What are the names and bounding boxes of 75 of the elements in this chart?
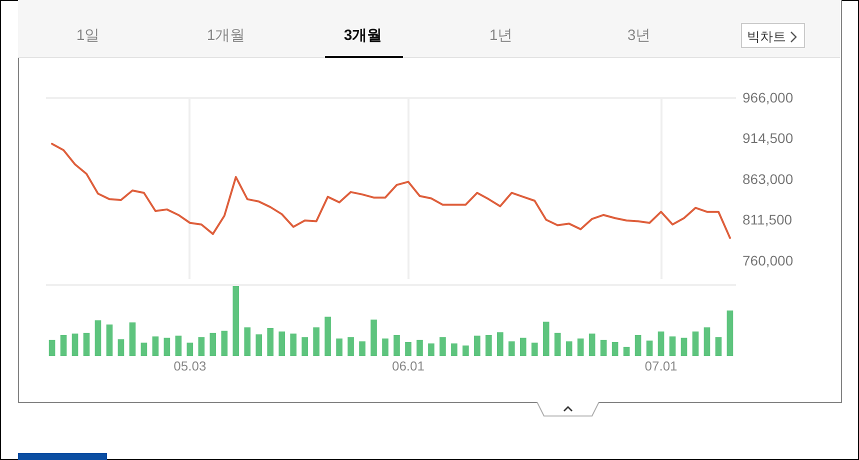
bar xyxy=(164,338,170,356)
bar xyxy=(612,342,618,356)
bar xyxy=(531,342,538,356)
bar xyxy=(588,334,596,356)
bar xyxy=(715,337,722,356)
bar xyxy=(267,328,274,356)
bar xyxy=(336,338,342,356)
bar xyxy=(118,339,124,356)
bar xyxy=(198,337,205,356)
bar xyxy=(600,340,607,356)
text: 3년 xyxy=(627,26,651,45)
bar xyxy=(520,338,526,356)
bar xyxy=(94,320,102,356)
bar xyxy=(634,335,642,356)
bar xyxy=(175,336,182,356)
bar xyxy=(577,338,584,356)
bar xyxy=(474,336,480,356)
bar xyxy=(140,342,148,356)
bar xyxy=(48,340,56,356)
bar xyxy=(210,332,216,356)
bar xyxy=(405,342,412,356)
bar xyxy=(72,334,78,356)
bar xyxy=(623,346,630,356)
bar xyxy=(508,341,515,356)
bar xyxy=(278,332,285,356)
bar xyxy=(106,324,113,356)
bar xyxy=(428,343,434,356)
bar xyxy=(83,332,90,356)
text: 3개월 xyxy=(344,26,382,45)
text: 1일 xyxy=(76,26,100,45)
bar xyxy=(658,332,664,356)
bar xyxy=(646,340,653,356)
bar xyxy=(566,341,572,356)
bar xyxy=(290,334,296,356)
bar xyxy=(486,335,492,356)
text: 1개월 xyxy=(206,26,246,45)
x-tick-label: 07.01 xyxy=(644,358,678,374)
text: 빅차트 xyxy=(741,23,805,48)
bar xyxy=(451,343,458,356)
bar xyxy=(256,334,262,356)
bar xyxy=(324,316,331,356)
bar xyxy=(416,340,423,356)
bar xyxy=(313,327,320,356)
y-tick-label: 811,500 xyxy=(742,212,792,228)
x-tick-label: 05.03 xyxy=(174,358,206,374)
bar xyxy=(382,338,388,356)
bar xyxy=(302,337,308,356)
bar xyxy=(680,338,688,356)
bar xyxy=(726,310,734,356)
bar xyxy=(440,337,446,356)
bar xyxy=(186,342,194,356)
bar xyxy=(152,336,159,356)
bar xyxy=(554,332,561,356)
bar xyxy=(60,335,67,356)
bar xyxy=(704,327,710,356)
text: 1년 xyxy=(489,26,513,45)
bar xyxy=(394,335,400,356)
bar xyxy=(244,327,251,356)
x-tick-label: 06.01 xyxy=(392,358,425,374)
y-tick-label: 863,000 xyxy=(742,170,794,187)
y-tick-label: 760,000 xyxy=(742,252,794,268)
bar xyxy=(221,330,228,356)
bar xyxy=(462,346,469,356)
y-tick-label: 914,500 xyxy=(742,130,794,146)
bar xyxy=(232,286,240,356)
bar xyxy=(348,337,354,356)
line-series xyxy=(51,142,731,239)
bar xyxy=(359,341,366,356)
bar xyxy=(497,332,504,356)
y-tick-label: 966,000 xyxy=(742,90,794,106)
bar xyxy=(129,322,136,356)
bar xyxy=(669,336,676,356)
bar xyxy=(692,332,699,356)
bar xyxy=(542,322,550,356)
bar xyxy=(370,320,377,356)
